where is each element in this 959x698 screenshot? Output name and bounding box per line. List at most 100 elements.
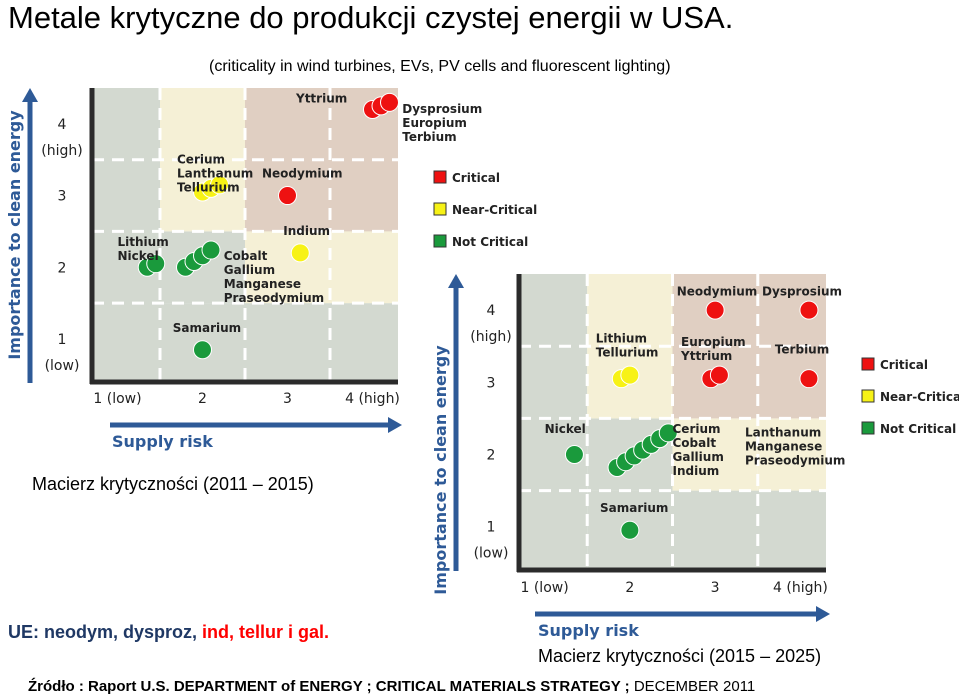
element-label: Indium: [673, 464, 720, 478]
element-label: Gallium: [224, 263, 275, 277]
eu-critical-note: UE: neodym, dysproz, ind, tellur i gal.: [8, 622, 329, 643]
element-label: Gallium: [673, 450, 724, 464]
y-axis-title: Importance to clean energy: [5, 110, 24, 360]
data-point-samarium: [193, 340, 212, 360]
y-tick-label: 1: [487, 520, 496, 536]
element-label: Tellurium: [596, 346, 659, 360]
risk-zone: [757, 418, 826, 491]
y-axis-title: Importance to clean energy: [431, 345, 450, 595]
element-label: Neodymium: [677, 285, 758, 299]
data-point-nickel: [146, 254, 166, 274]
legend-label: Near-Critical: [880, 390, 959, 404]
legend-swatch-critical: [861, 357, 875, 371]
y-tick-label: 3: [58, 189, 67, 205]
legend-swatch-not-critical: [861, 421, 875, 435]
x-tick-label: 1 (low): [93, 391, 141, 407]
data-point-yttrium: [709, 365, 729, 385]
element-label: Europium: [402, 116, 467, 130]
element-label: Samarium: [173, 321, 241, 335]
data-point-dysprosium: [799, 300, 819, 320]
element-label: Yttrium: [680, 349, 732, 363]
legend-swatch-critical: [433, 170, 447, 184]
element-label: Europium: [681, 335, 746, 349]
matrix-caption-2011-2015: Macierz krytyczności (2011 – 2015): [32, 474, 314, 494]
source-date: DECEMBER 2011: [629, 678, 756, 695]
x-tick-label: 4 (high): [345, 391, 400, 407]
y-tick-label: (low): [45, 358, 80, 374]
x-tick-label: 1 (low): [520, 580, 568, 596]
y-tick-label: 1: [58, 332, 67, 348]
y-axis-arrowhead: [22, 88, 38, 102]
y-tick-label: 2: [58, 260, 67, 276]
element-label: Lanthanum: [177, 166, 253, 180]
element-label: Lithium: [118, 235, 169, 249]
legend-swatch-near-critical: [861, 389, 875, 403]
data-point-tellurium: [210, 175, 229, 195]
y-tick-label: 3: [487, 375, 496, 391]
element-label: Manganese: [224, 277, 301, 291]
legend-label: Near-Critical: [452, 203, 537, 217]
element-label: Cerium: [177, 152, 225, 166]
source-bold: Źródło : Raport U.S. DEPARTMENT of ENERG…: [28, 678, 630, 695]
x-axis-title: Supply risk: [112, 432, 213, 451]
element-label: Dysprosium: [762, 285, 842, 299]
slide-title: Metale krytyczne do produkcji czystej en…: [8, 0, 734, 35]
data-point-praseodymium: [201, 240, 221, 260]
x-tick-label: 3: [283, 391, 292, 407]
y-tick-label: 4: [58, 117, 67, 133]
legend-swatch-not-critical: [433, 234, 447, 248]
matrix-caption-2015-2025: Macierz krytyczności (2015 – 2025): [538, 646, 822, 666]
x-axis-arrowhead: [816, 606, 830, 622]
element-label: Terbium: [402, 130, 456, 144]
element-label: Yttrium: [295, 91, 347, 105]
data-point-praseodymium: [658, 423, 678, 443]
risk-zone: [672, 418, 758, 491]
element-label: Lanthanum: [745, 425, 821, 439]
x-tick-label: 3: [711, 580, 720, 596]
y-tick-label: (high): [470, 329, 511, 345]
data-point-terbium: [380, 92, 399, 112]
element-label: Cobalt: [224, 249, 268, 263]
element-label: Nickel: [545, 422, 586, 436]
element-label: Neodymium: [262, 167, 343, 181]
y-axis-arrowhead: [448, 274, 464, 288]
element-label: Lithium: [596, 332, 647, 346]
element-label: Praseodymium: [224, 291, 324, 305]
data-point-indium: [290, 243, 310, 263]
element-label: Samarium: [600, 501, 668, 515]
data-point-neodymium: [705, 300, 725, 320]
y-tick-label: 4: [487, 303, 496, 319]
data-point-tellurium: [620, 365, 640, 385]
element-label: Manganese: [745, 439, 822, 453]
data-point-samarium: [620, 520, 640, 540]
element-label: Cerium: [673, 422, 721, 436]
x-axis-arrowhead: [388, 417, 402, 433]
data-point-terbium: [799, 369, 819, 389]
risk-zone: [330, 231, 398, 304]
risk-zone: [519, 274, 588, 570]
source-citation: Źródło : Raport U.S. DEPARTMENT of ENERG…: [28, 678, 755, 695]
eu-note-highlight: ind, tellur i gal.: [202, 622, 330, 642]
x-axis-title: Supply risk: [538, 621, 639, 640]
element-label: Nickel: [118, 249, 159, 263]
element-label: Terbium: [775, 342, 829, 356]
x-tick-label: 2: [198, 391, 207, 407]
element-label: Dysprosium: [402, 102, 482, 116]
element-label: Tellurium: [177, 180, 240, 194]
element-label: Indium: [283, 224, 330, 238]
legend-swatch-near-critical: [433, 202, 447, 216]
y-tick-label: (low): [474, 546, 509, 562]
legend-label: Not Critical: [452, 235, 528, 249]
legend-label: Not Critical: [880, 422, 956, 436]
data-point-nickel: [564, 444, 584, 464]
risk-zone: [245, 231, 330, 304]
x-tick-label: 2: [625, 580, 634, 596]
data-point-neodymium: [278, 186, 297, 206]
x-tick-label: 4 (high): [773, 580, 828, 596]
slide-subtitle: (criticality in wind turbines, EVs, PV c…: [209, 58, 671, 75]
risk-zone: [160, 231, 245, 304]
element-label: Cobalt: [673, 436, 717, 450]
y-tick-label: (high): [41, 143, 82, 159]
